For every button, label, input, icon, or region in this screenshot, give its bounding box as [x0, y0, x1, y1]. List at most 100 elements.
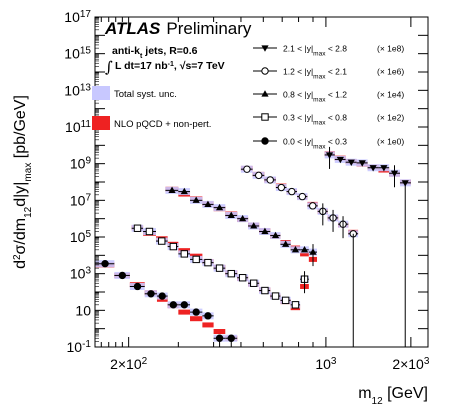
data-point-marker [133, 282, 142, 291]
legend-syst-label: Total syst. unc. [114, 89, 177, 100]
data-point-marker [261, 45, 269, 52]
data-point-marker [300, 246, 309, 253]
series-legend: 2.1 < |y|max < 2.8 (× 1e8)1.2 < |y|max < … [253, 44, 404, 151]
data-point-marker [250, 222, 258, 229]
data-point-marker [291, 301, 300, 309]
y-tick-exponent: 17 [80, 9, 92, 20]
legend-series-label: 0.3 < |y|max < 0.8 [283, 113, 347, 127]
legend-series-post: < 0.3 [325, 137, 347, 147]
data-point-marker [238, 274, 247, 282]
legend-series-pre: 2.1 < |y| [283, 44, 313, 54]
data-point-marker [291, 246, 300, 253]
data-point-marker [204, 312, 212, 320]
data-point-marker [192, 308, 200, 316]
data-point-marker [261, 113, 269, 121]
data-point-marker [147, 290, 155, 298]
x-tick-label: 103 [315, 356, 337, 373]
data-point-marker [180, 301, 189, 309]
y-tick-mantissa: 10 [64, 82, 80, 98]
data-point-marker [266, 176, 274, 184]
y-tick-label: 109 [70, 155, 92, 172]
data-point-marker [281, 296, 290, 305]
band-legend: Total syst. unc. NLO pQCD + non-pert. [92, 86, 211, 130]
legend-nlo-swatch [92, 116, 110, 130]
data-point-marker [336, 156, 344, 164]
legend-series-scale: (× 1e2) [377, 113, 404, 123]
legend-series-scale: (× 1e4) [377, 90, 404, 100]
x-tick-exponent: 3 [331, 356, 337, 367]
data-points [95, 146, 411, 347]
y-tick-label: 10 [75, 302, 91, 318]
data-point-marker [255, 171, 263, 180]
y-tick-exponent: 7 [85, 192, 91, 203]
x-tick-label: 2×102 [110, 356, 148, 373]
data-point-marker [261, 227, 269, 235]
legend-series-sub: max [313, 73, 326, 80]
legend-series-pre: 0.0 < |y| [283, 137, 313, 147]
data-point-marker [204, 200, 212, 208]
y-tick-label: 1017 [64, 9, 91, 26]
data-point-marker [261, 90, 269, 97]
data-point-marker [250, 279, 258, 287]
data-point-marker [168, 186, 176, 193]
legend-series-sub: max [313, 50, 326, 57]
legend-series-pre: 0.8 < |y| [283, 90, 313, 100]
x-tick-exponent: 2 [142, 356, 148, 367]
data-point-marker [227, 211, 235, 219]
y-tick-label: 1015 [64, 45, 91, 62]
y-tick-label: 103 [70, 265, 92, 282]
data-point-marker [204, 258, 212, 267]
data-point-marker [369, 165, 377, 172]
legend-series-scale: (× 1e6) [377, 67, 404, 77]
legend-series-label: 0.0 < |y|max < 0.3 [283, 137, 347, 151]
data-point-marker [180, 187, 188, 195]
y-tick-mantissa: 10 [65, 119, 81, 135]
legend-series-label: 0.8 < |y|max < 1.2 [283, 90, 347, 104]
data-point-marker [277, 183, 286, 192]
theory-band [202, 322, 214, 328]
integral-sign: ∫ [105, 58, 113, 76]
luminosity-info: L dt=17 nb-1, √s=7 TeV [115, 60, 225, 72]
y-tick-label: 105 [70, 229, 92, 246]
y-tick-mantissa: 10 [70, 229, 86, 245]
y-tick-label: 107 [70, 192, 92, 209]
y-tick-exponent: -1 [82, 339, 91, 350]
y-tick-mantissa: 10 [67, 339, 83, 355]
data-point-marker [347, 159, 355, 167]
y-tick-exponent: 13 [80, 82, 92, 93]
y-tick-label: 1011 [65, 119, 91, 136]
data-point-marker [239, 214, 247, 222]
data-point-marker [158, 237, 166, 245]
data-point-marker [261, 137, 269, 145]
legend-series-sub: max [313, 96, 326, 103]
x-tick-exponent: 3 [424, 356, 430, 367]
jet-algorithm-info: anti-kt jets, R=0.6 [112, 45, 198, 60]
legend-series-post: < 0.8 [325, 113, 347, 123]
legend-series-scale: (× 1e0) [377, 137, 404, 147]
data-point-marker [145, 227, 154, 236]
plot-frame [94, 16, 429, 348]
theory-band [190, 316, 203, 322]
theory-band [178, 309, 191, 315]
data-point-marker [192, 255, 200, 264]
data-point-marker [158, 292, 166, 300]
data-point-marker [358, 160, 366, 167]
data-point-marker [215, 264, 224, 272]
atlas-label: ATLAS Preliminary [104, 19, 252, 38]
data-point-marker [227, 269, 235, 278]
data-point-marker [133, 224, 142, 232]
y-tick-label: 10-1 [67, 339, 92, 356]
y-tick-mantissa: 10 [70, 156, 86, 172]
data-point-marker [192, 196, 200, 203]
y-tick-mantissa: 10 [75, 302, 91, 318]
y-tick-exponent: 5 [85, 229, 91, 240]
data-point-marker [271, 292, 280, 300]
legend-series-scale: (× 1e8) [377, 44, 404, 54]
y-tick-mantissa: 10 [70, 192, 86, 208]
data-point-marker [298, 192, 307, 201]
x-tick-label: 2×103 [392, 356, 430, 373]
data-point-marker [169, 242, 178, 251]
data-point-marker [380, 165, 388, 172]
y-tick-exponent: 9 [85, 155, 91, 166]
